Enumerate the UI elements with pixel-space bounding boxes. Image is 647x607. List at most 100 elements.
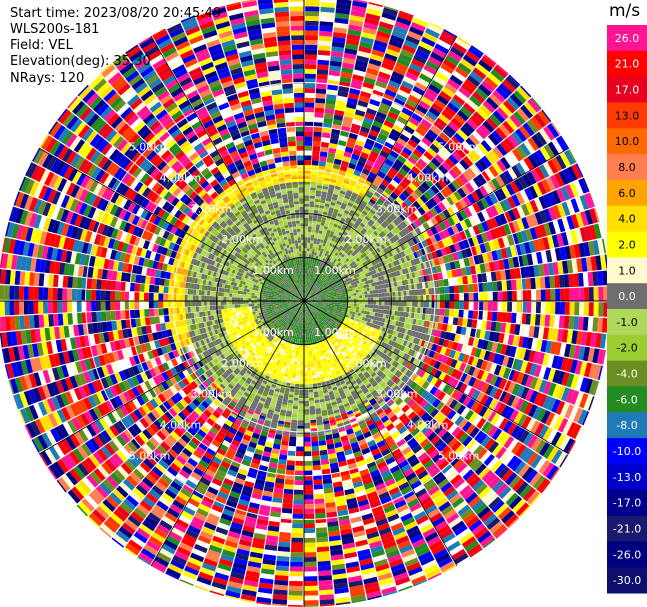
range-gate: [337, 287, 341, 290]
range-gate: [325, 166, 333, 171]
range-gate: [427, 267, 432, 275]
range-gate: [226, 288, 230, 293]
range-gate: [334, 185, 341, 191]
range-gate: [365, 284, 370, 288]
range-gate: [347, 291, 351, 295]
range-gate: [355, 209, 362, 215]
range-gate: [539, 128, 552, 144]
range-gate: [345, 257, 350, 262]
range-gate: [315, 264, 318, 268]
range-gate: [379, 271, 384, 277]
range-gate: [318, 292, 322, 295]
range-gate: [292, 59, 304, 65]
range-gate: [366, 243, 371, 249]
range-gate: [447, 121, 460, 133]
range-gate: [365, 268, 370, 273]
range-gate: [382, 162, 392, 171]
range-gate: [333, 208, 339, 213]
range-gate: [312, 291, 315, 295]
range-gate: [492, 291, 498, 301]
range-gate: [370, 294, 374, 298]
range-gate: [462, 196, 472, 207]
range-gate: [341, 257, 346, 262]
range-gate: [369, 226, 375, 233]
range-gate: [397, 89, 410, 99]
range-gate: [316, 73, 328, 80]
range-gate: [574, 287, 580, 301]
range-gate: [374, 285, 379, 290]
range-gate: [552, 261, 559, 275]
range-gate: [327, 280, 331, 284]
range-gate: [337, 265, 342, 270]
range-gate: [393, 248, 399, 255]
range-gate: [176, 287, 180, 294]
range-gate: [322, 267, 326, 271]
range-gate: [342, 224, 348, 229]
range-gate: [570, 214, 580, 229]
range-gate: [426, 210, 435, 220]
range-gate: [324, 262, 329, 267]
range-gate: [319, 250, 323, 255]
range-gate: [353, 263, 358, 268]
range-gate: [455, 222, 464, 232]
range-gate: [535, 131, 548, 146]
range-gate: [347, 245, 353, 250]
range-gate: [424, 133, 435, 143]
range-gate: [371, 286, 376, 291]
range-gate: [313, 263, 317, 267]
range-gate: [163, 278, 170, 287]
range-gate: [431, 157, 441, 168]
range-gate: [388, 39, 403, 49]
range-gate: [353, 298, 357, 301]
range-gate: [364, 17, 380, 26]
range-gate: [317, 280, 320, 284]
range-gate: [305, 264, 308, 268]
range-gate: [441, 128, 453, 140]
range-gate: [523, 101, 537, 116]
range-gate: [325, 250, 330, 254]
range-gate: [339, 276, 343, 281]
range-gate: [417, 158, 428, 168]
range-gate: [298, 251, 302, 255]
range-gate: [324, 280, 328, 284]
range-gate: [373, 264, 378, 270]
range-gate: [336, 291, 340, 295]
range-gate: [351, 153, 360, 161]
range-gate: [332, 254, 337, 259]
range-gate: [367, 290, 371, 295]
range-gate: [339, 267, 343, 272]
range-gate: [304, 198, 310, 202]
range-gate: [361, 31, 376, 40]
range-gate: [324, 290, 328, 294]
range-gate: [316, 270, 320, 274]
range-gate: [377, 25, 393, 35]
range-gate: [380, 214, 387, 221]
range-gate: [234, 293, 238, 298]
range-gate: [295, 245, 299, 249]
range-gate: [344, 249, 349, 254]
range-gate: [404, 279, 409, 285]
range-gate: [278, 49, 292, 56]
range-gate: [321, 291, 325, 294]
range-gate: [482, 120, 495, 133]
range-gate: [387, 183, 396, 192]
range-gate: [444, 171, 455, 183]
range-gate: [393, 254, 398, 261]
range-gate: [475, 63, 490, 76]
range-gate: [392, 296, 396, 301]
range-gate: [320, 284, 324, 288]
range-gate: [316, 218, 322, 223]
range-gate: [309, 292, 312, 295]
range-gate: [327, 152, 336, 159]
range-gate: [311, 297, 315, 299]
range-gate: [293, 201, 299, 205]
range-gate: [320, 280, 324, 284]
range-gate: [403, 296, 407, 301]
range-gate: [332, 281, 336, 285]
range-gate: [482, 282, 488, 292]
range-gate: [447, 278, 454, 286]
range-gate: [290, 170, 298, 174]
range-gate: [374, 175, 384, 183]
range-gate: [531, 289, 537, 301]
range-gate: [392, 124, 404, 134]
